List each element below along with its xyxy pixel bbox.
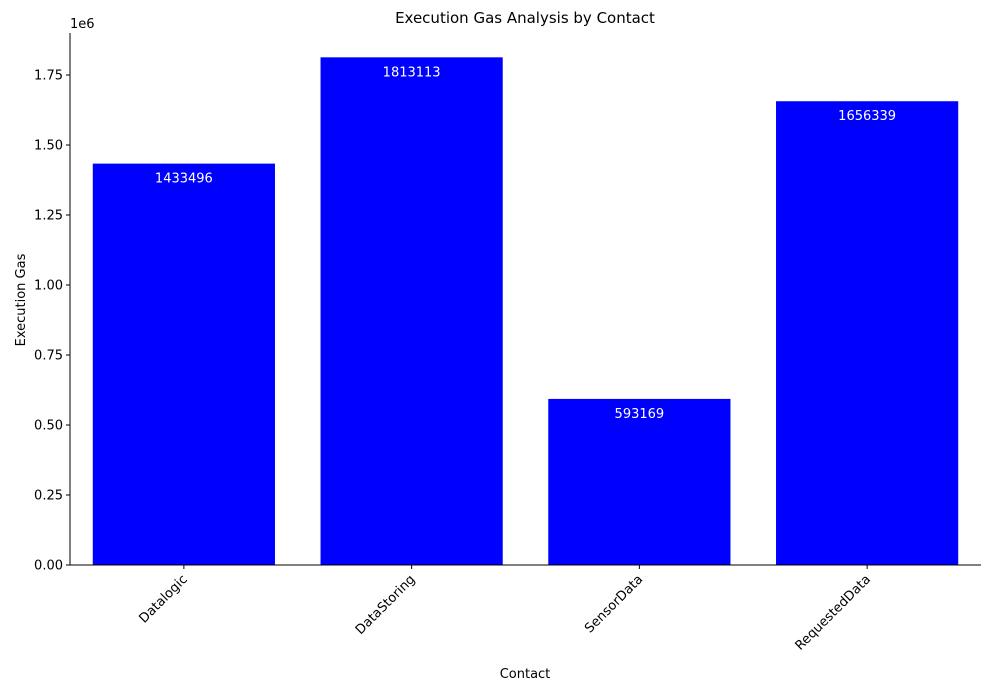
y-tick-label: 1.75 — [34, 69, 63, 84]
x-tick-label: SensorData — [582, 572, 646, 636]
y-tick-label: 0.50 — [34, 419, 63, 434]
bar-value-label: 593169 — [615, 407, 665, 422]
y-tick-label: 1.00 — [34, 279, 63, 294]
x-axis-label: Contact — [500, 667, 551, 682]
y-axis-ticks: 0.00 0.25 0.50 0.75 1.00 1.25 1.50 1.75 — [34, 69, 70, 574]
y-axis-offset-label: 1e6 — [70, 17, 95, 32]
chart-title: Execution Gas Analysis by Contact — [395, 9, 655, 27]
bar-requesteddata — [776, 101, 959, 565]
y-tick-label: 0.00 — [34, 559, 63, 574]
bar-value-label: 1433496 — [155, 172, 213, 187]
bar-value-label: 1813113 — [383, 65, 441, 80]
y-tick-label: 0.25 — [34, 489, 63, 504]
bars-group — [92, 57, 959, 565]
x-tick-label: Datalogic — [137, 572, 191, 626]
x-tick-label: RequestedData — [793, 572, 874, 653]
y-axis-label: Execution Gas — [14, 253, 29, 346]
y-tick-label: 1.50 — [34, 139, 63, 154]
x-tick-label: DataStoring — [353, 572, 419, 638]
y-tick-label: 1.25 — [34, 209, 63, 224]
bar-sensordata — [548, 398, 731, 565]
bar-datalogic — [92, 163, 275, 565]
bar-value-label: 1656339 — [838, 109, 896, 124]
bar-labels-group: 1433496 1813113 593169 1656339 — [155, 65, 896, 422]
x-axis-ticks: Datalogic DataStoring SensorData RequestedD… — [137, 565, 874, 654]
bar-datastoring — [320, 57, 503, 565]
y-tick-label: 0.75 — [34, 349, 63, 364]
